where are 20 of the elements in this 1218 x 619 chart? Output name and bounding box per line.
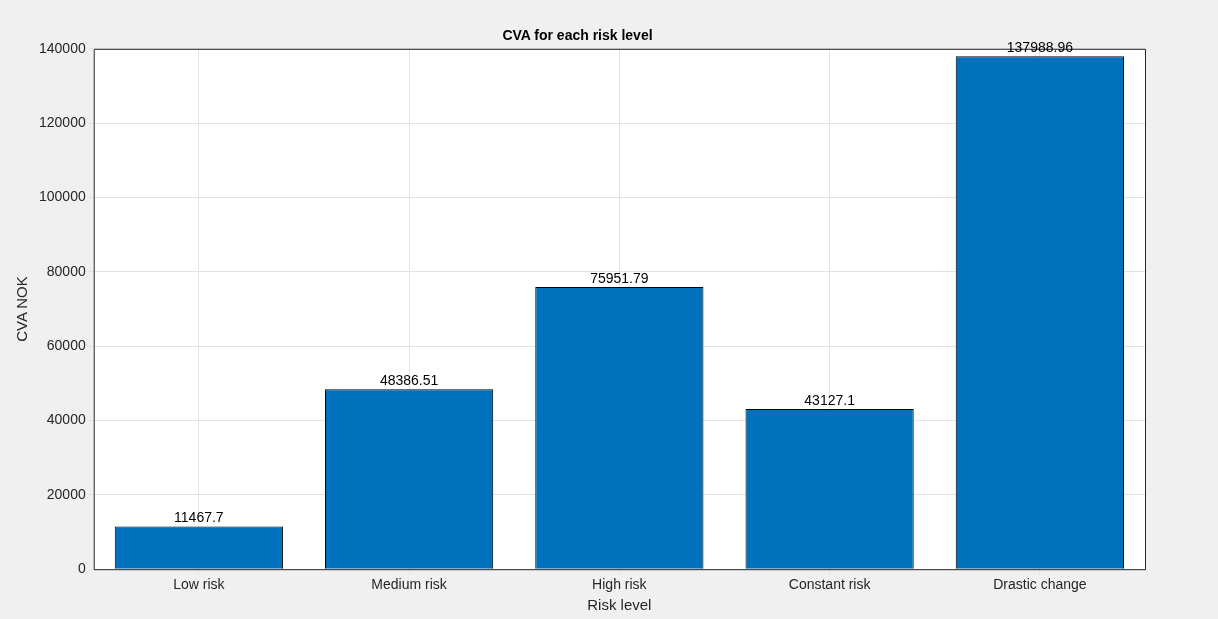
y-axis-title: CVA NOK — [13, 276, 31, 342]
y-tick-label: 80000 — [46, 262, 86, 279]
y-tick-label: 40000 — [46, 411, 86, 428]
y-tick-label: 20000 — [46, 485, 86, 502]
x-tick-label: Constant risk — [788, 576, 872, 593]
x-tick-label: Medium risk — [371, 576, 448, 593]
data-label: 11467.7 — [174, 509, 224, 526]
y-tick-label: 140000 — [39, 39, 86, 56]
y-tick-label: 0 — [77, 560, 86, 577]
data-label: 75951.79 — [590, 269, 649, 286]
y-tick-label: 120000 — [39, 114, 86, 130]
x-tick-label: High risk — [592, 576, 648, 593]
y-tick-label: 60000 — [46, 337, 86, 354]
chart-title: CVA for each risk level — [502, 27, 653, 44]
x-axis-title: Risk level — [587, 596, 652, 614]
data-label: 48386.51 — [379, 372, 439, 389]
x-tick-label: Low risk — [173, 576, 226, 593]
x-tick-label: Drastic change — [993, 576, 1087, 593]
data-label: 43127.1 — [804, 391, 856, 408]
y-tick-label: 100000 — [39, 188, 86, 205]
